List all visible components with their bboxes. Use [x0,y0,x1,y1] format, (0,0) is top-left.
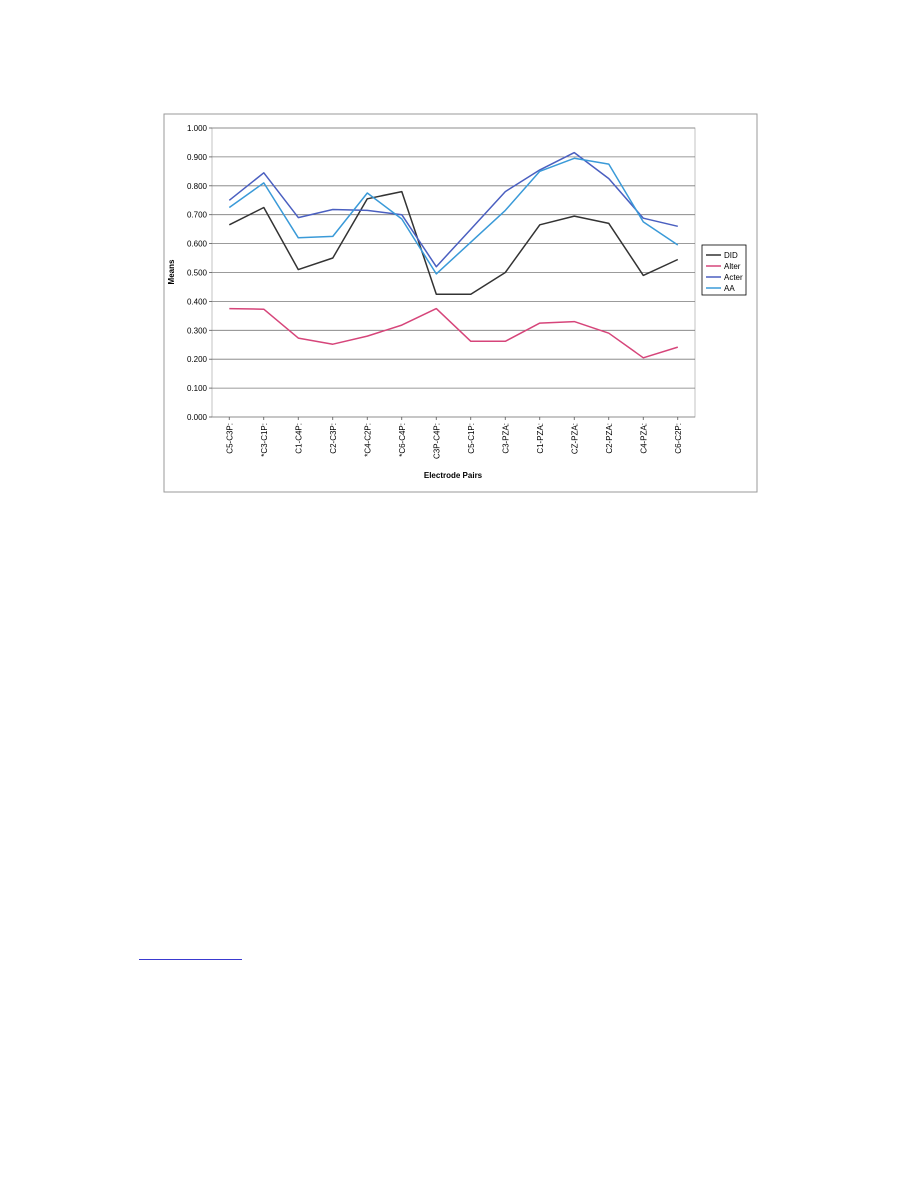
gridlines [212,127,695,418]
series-line-did [228,190,679,295]
x-tick-label: *C3-C1P: [260,423,269,457]
y-axis-title: Means [167,259,176,284]
x-tick-label: C5-C3P: [225,423,234,454]
x-axis-title: Electrode Pairs [424,471,483,480]
x-tick-label: C1-C4P: [294,423,303,454]
y-tick-label: 0.500 [187,269,208,278]
y-tick-label: 0.800 [187,182,208,191]
x-axis-ticks: C5-C3P: *C3-C1P: C1-C4P: C2-C3P: *C4-C2P: *C6… [225,417,683,459]
x-tick-label: C2-C3P: [329,423,338,454]
y-tick-label: 0.100 [187,384,208,393]
legend-label-aa: AA [724,284,735,293]
y-tick-label: 0.600 [187,240,208,249]
legend-box [701,244,747,296]
series-line-aa [228,157,679,275]
x-tick-label: *C4-C2P: [363,423,372,457]
y-tick-label: 0.700 [187,211,208,220]
x-tick-label: C1-PZA: [536,423,545,454]
x-tick-label: C2-PZA: [605,423,614,454]
chart-frame [163,113,758,493]
legend: DID Alter Acter AA [706,251,743,293]
series-line-alter [229,307,679,359]
footnote-link-underline[interactable] [139,959,242,960]
x-tick-label: CZ-PZA: [570,423,579,454]
x-tick-label: C3P-C4P: [432,423,441,459]
y-tick-label: 0.900 [187,153,208,162]
x-tick-label: *C6-C4P: [398,423,407,457]
x-tick-label: C4-PZA: [639,423,648,454]
y-tick-label: 1.000 [187,124,208,133]
x-tick-label: C6-C2P: [674,423,683,454]
series-lines [228,151,679,359]
legend-label-did: DID [724,251,738,260]
y-tick-label: 0.000 [187,413,208,422]
x-tick-label: C3-PZA: [501,423,510,454]
y-tick-label: 0.400 [187,297,208,306]
legend-label-alter: Alter [724,262,741,271]
y-tick-label: 0.300 [187,326,208,335]
legend-label-acter: Acter [724,273,743,282]
x-tick-label: C5-C1P: [467,423,476,454]
y-tick-label: 0.200 [187,355,208,364]
series-line-acter [228,151,678,268]
y-axis-ticks: 0.000 0.100 0.200 0.300 0.400 0.500 0.600 0.700… [187,124,212,422]
